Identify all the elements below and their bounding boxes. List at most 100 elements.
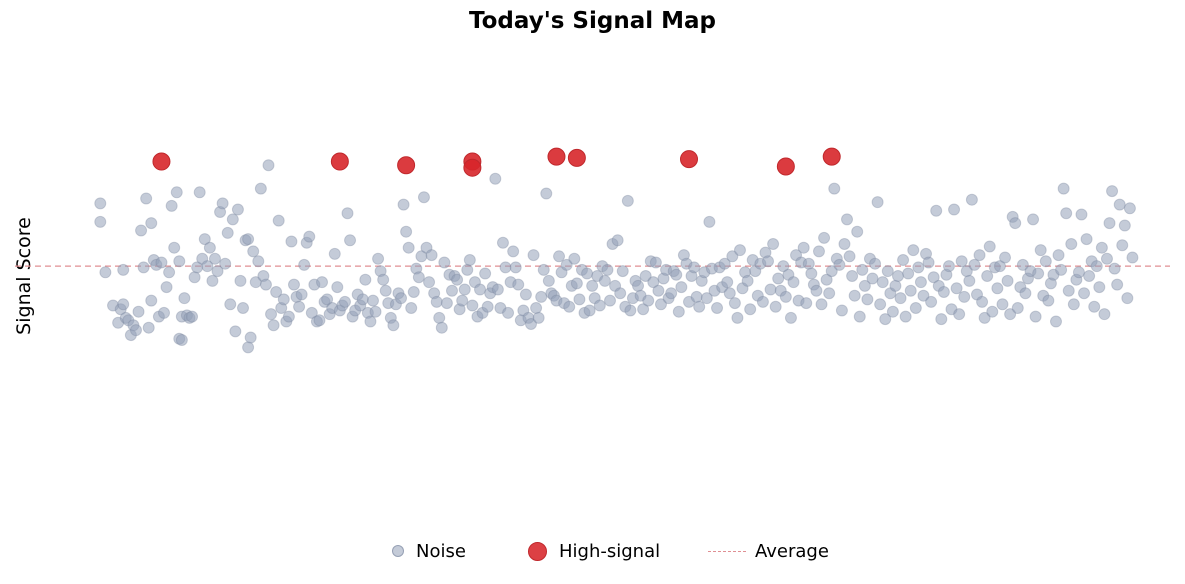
noise-point [188,271,201,284]
noise-point [637,303,650,316]
noise-point [328,247,341,260]
noise-point [1049,315,1062,328]
noise-point [364,315,377,328]
noise-point [703,215,716,228]
noise-point [976,295,989,308]
noise-point [458,283,471,296]
noise-point [242,233,255,246]
noise-point [711,302,724,314]
noise-point [861,293,874,306]
noise-point [902,267,915,280]
noise-point [825,265,838,278]
noise-point [527,249,540,262]
noise-point [265,308,278,321]
noise-point [922,256,935,269]
noise-point [1078,287,1091,300]
noise-point [871,196,884,209]
noise-point [463,254,476,266]
noise-point [425,249,438,262]
noise-point [438,256,451,269]
noise-point [991,282,1004,295]
noise-point [1090,260,1103,273]
noise-point [242,341,255,354]
noise-point [259,278,272,291]
noise-point [675,281,688,294]
legend-item-average: Average [708,537,829,565]
noise-point [400,225,413,238]
legend-average-label: Average [755,540,829,562]
noise-point [474,283,487,296]
noise-point [1116,239,1129,252]
noise-point [802,257,815,270]
noise-point [723,287,736,300]
legend-noise-label: Noise [416,540,466,562]
noise-point [973,249,986,262]
noise-point [270,286,283,298]
noise-point [818,231,831,244]
noise-point [874,298,887,311]
noise-point [965,193,978,206]
noise-point [649,256,662,269]
noise-point [359,273,372,286]
noise-point [456,294,469,307]
noise-point [1027,213,1040,226]
noise-point [851,225,864,238]
noise-point [435,321,448,334]
noise-point [158,306,171,319]
noise-point [1126,251,1139,264]
high-signal-point [776,157,795,176]
noise-point [519,288,532,301]
noise-point [810,284,823,297]
noise-point [914,276,927,289]
noise-point [397,198,410,211]
noise-point [728,297,741,310]
noise-point [234,274,247,287]
noise-point [287,278,300,291]
noise-point [1098,308,1111,321]
noise-point [968,258,981,271]
noise-point [412,271,425,284]
noise-point [203,241,216,254]
noise-point [621,194,634,207]
high-signal-point [152,152,171,171]
noise-point [145,294,158,307]
noise-point [117,263,130,276]
legend-noise-marker [392,545,404,557]
noise-point [341,207,354,220]
noise-point [331,281,344,294]
noise-point [1108,262,1121,275]
noise-point [417,191,430,204]
noise-point [303,230,316,243]
legend-item-noise: Noise [392,537,466,565]
chart-title: Today's Signal Map [468,8,716,34]
noise-point [407,286,420,298]
noise-point [129,324,142,337]
noise-point [198,233,211,246]
noise-point [293,300,306,313]
noise-point [581,267,594,280]
noise-point [1004,308,1017,321]
noise-point [891,270,904,282]
noise-point [481,300,494,313]
noise-point [978,311,991,324]
noise-point [993,260,1006,273]
noise-point [305,306,318,319]
high-signal-point [680,150,699,169]
noise-point [652,284,665,297]
noise-point [451,273,464,286]
noise-point [560,258,573,271]
noise-point [1093,281,1106,294]
noise-point [1111,278,1124,291]
noise-point [999,251,1012,264]
noise-point [1062,284,1075,297]
noise-point [254,182,267,195]
noise-point [99,266,112,279]
noise-point [142,321,155,334]
noise-point [387,319,400,332]
noise-point [731,311,744,324]
noise-point [986,305,999,318]
noise-point [843,250,856,263]
noise-point [313,314,326,327]
noise-point [277,293,290,306]
noise-point [858,279,871,292]
